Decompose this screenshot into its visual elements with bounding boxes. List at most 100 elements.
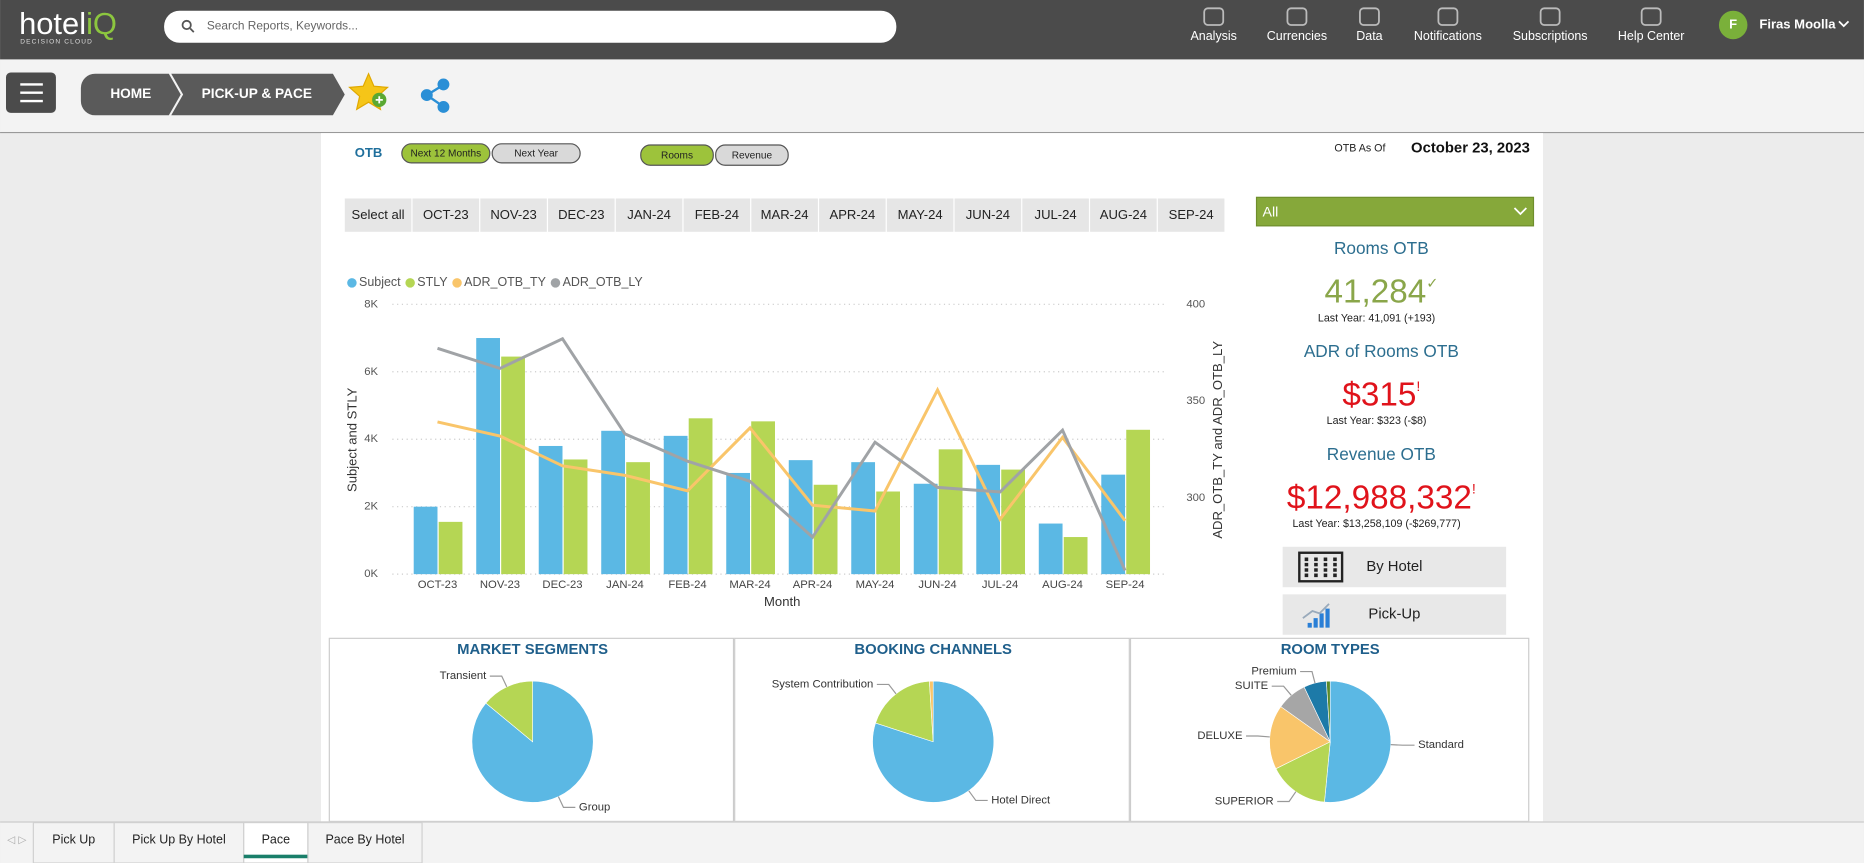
nav-icon[interactable] [1359,7,1380,26]
kpi-title: Rooms OTB [1334,238,1429,258]
bar [751,421,775,575]
breadcrumb-label: PICK-UP & PACE [202,86,312,101]
share-icon[interactable] [420,78,450,113]
dropdown[interactable] [1255,196,1535,227]
kpi-value: $315! [1342,376,1420,413]
kpi-title: ADR of Rooms OTB [1304,341,1459,361]
nav-icon[interactable] [1203,7,1225,26]
nav-icon[interactable] [1640,7,1662,26]
menu-icon [20,83,43,103]
month-button[interactable] [412,198,480,232]
pie-label: Premium [1251,666,1296,678]
button-icon [1319,613,1324,628]
y-axis-title: Subject and STLY [345,387,360,492]
month-button[interactable] [1022,198,1089,232]
filter-button[interactable] [640,144,714,166]
user-name[interactable]: Firas Moolla [1759,16,1836,31]
user-initial: F [1729,16,1737,31]
line [437,336,1127,572]
breadcrumb-page[interactable] [171,73,345,116]
x-tick-label: NOV-23 [480,579,520,591]
nav-label[interactable]: Data [1356,29,1382,43]
logo-sub: DECISION CLOUD [20,38,93,45]
dropdown-caret [1513,207,1527,216]
month-button[interactable] [480,198,547,232]
logo-text: hotel [19,6,86,41]
month-button[interactable] [1090,198,1157,232]
filter-button-label: Revenue [732,150,773,161]
tab[interactable] [113,821,245,863]
logo: hoteliQ [19,6,117,41]
as-of-date: October 23, 2023 [1411,141,1530,157]
month-button-label: Select all [352,207,405,222]
filter-button[interactable] [491,143,581,164]
pie-leader [1390,744,1415,746]
pie-slice [875,680,934,743]
logo-accent: iQ [86,6,117,41]
line [437,386,1127,523]
dropdown-value: All [1262,205,1278,221]
button-icon [1325,608,1330,628]
search-box[interactable] [164,10,897,43]
month-button[interactable] [819,198,886,232]
nav-icon[interactable] [1437,7,1459,26]
user-avatar[interactable] [1718,10,1748,40]
nav-icon[interactable] [1286,7,1308,26]
month-button[interactable] [886,198,954,232]
pie-title: ROOM TYPES [1281,642,1380,658]
month-button[interactable] [954,198,1022,232]
month-button[interactable] [683,198,751,232]
pie-slice [1269,706,1331,770]
nav-label[interactable]: Analysis [1191,29,1237,43]
kpi-value: 41,284✓ [1324,273,1438,310]
filter-button[interactable] [401,143,491,164]
legend-label: STLY [417,275,448,289]
legend-marker [347,278,357,288]
bar [688,418,713,575]
button-icon [1313,618,1318,628]
kpi-value: $12,988,332! [1287,479,1476,516]
bar [938,449,963,575]
y2-axis-title: ADR_OTB_TY and ADR_OTB_LY [1210,341,1225,539]
kpi-status: ! [1416,379,1420,395]
nav-button-label: Pick-Up [1368,606,1420,622]
search-placeholder: Search Reports, Keywords... [207,18,358,32]
x-tick-label: DEC-23 [542,579,582,591]
pie-leader [489,675,508,688]
pie-slice [1326,680,1331,742]
y-tick-label: 6K [364,366,378,378]
nav-icon[interactable] [1539,7,1561,26]
nav-label[interactable]: Help Center [1618,29,1685,43]
month-button-label: SEP-24 [1169,207,1214,222]
month-button[interactable] [615,198,683,232]
bar [601,430,626,575]
pie-leader [1300,670,1316,684]
pie-label: Group [579,801,610,813]
nav-label[interactable]: Notifications [1414,29,1482,43]
month-button[interactable] [344,198,412,232]
bar [476,338,500,575]
x-tick-label: MAY-24 [856,579,895,591]
pie-slice [485,680,533,743]
tab-scroll[interactable]: ◁ ▷ [7,834,27,846]
favorite-add [375,96,383,104]
breadcrumb-home[interactable] [80,73,181,116]
kpi-note: Last Year: $13,258,109 (-$269,777) [1292,518,1460,530]
month-button[interactable] [751,198,818,232]
x-tick-label: JUN-24 [918,579,956,591]
nav-label[interactable]: Currencies [1267,29,1327,43]
tab[interactable] [307,821,423,863]
bar [876,491,900,575]
x-tick-label: SEP-24 [1106,579,1145,591]
nav-label[interactable]: Subscriptions [1513,29,1588,43]
button-icon [1302,603,1330,619]
filter-button[interactable] [715,144,789,166]
month-button[interactable] [1157,198,1225,232]
bar [976,464,1001,575]
bar [501,356,525,575]
bar [1126,429,1151,575]
legend-label: ADR_OTB_TY [464,275,546,289]
month-button[interactable] [548,198,615,232]
